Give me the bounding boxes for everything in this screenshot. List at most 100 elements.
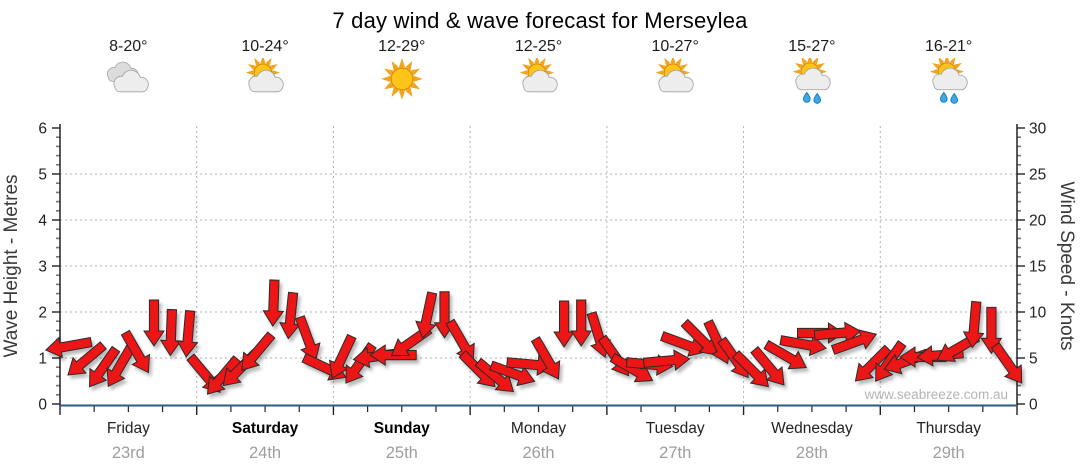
weather-icon-sunny xyxy=(380,58,423,100)
wind-arrow xyxy=(980,306,1003,355)
day-date-label: 24th xyxy=(249,444,281,462)
forecast-days-row: 8-20° 10-24° 12-29° 12-25° 10-27° 15-27° 16-21… xyxy=(0,0,1080,120)
wind-arrow xyxy=(279,291,301,340)
day-name-label: Wednesday xyxy=(771,420,853,437)
left-tick-label: 0 xyxy=(38,397,47,414)
right-tick-label: 10 xyxy=(1029,305,1047,322)
wind-arrow xyxy=(570,299,593,347)
day-forecast-header: 10-24° xyxy=(217,38,313,109)
day-name-label: Friday xyxy=(107,420,150,437)
day-date-label: 25th xyxy=(386,444,418,462)
day-forecast-header: 8-20° xyxy=(80,38,176,109)
left-tick-label: 4 xyxy=(38,213,47,230)
weather-icon-box xyxy=(650,55,700,104)
cloud-shape xyxy=(113,69,150,93)
day-forecast-header: 15-27° xyxy=(764,38,860,109)
day-name-label: Saturday xyxy=(232,420,299,437)
day-labels: Friday 23rd Saturday 24th Sunday 25th Monday 26… xyxy=(107,420,981,462)
right-tick-label: 20 xyxy=(1029,213,1047,230)
right-tick-label: 15 xyxy=(1029,259,1046,276)
weather-icon-box xyxy=(377,58,427,104)
day-forecast-header: 16-21° xyxy=(901,38,997,109)
watermark: www.seabreeze.com.au xyxy=(864,387,1008,402)
left-tick-label: 3 xyxy=(38,259,47,276)
weather-icon-box xyxy=(240,55,290,104)
weather-icon-partly-cloudy-rain xyxy=(792,54,831,104)
day-date-label: 29th xyxy=(933,444,965,462)
day-name-label: Tuesday xyxy=(646,420,705,437)
wind-arrow xyxy=(241,331,276,371)
left-tick-label: 1 xyxy=(38,351,47,368)
weather-icon-box xyxy=(514,55,564,104)
wind-arrow xyxy=(530,336,561,380)
temperature-range: 16-21° xyxy=(924,38,973,55)
wind-arrows xyxy=(44,279,1023,395)
wind-arrow xyxy=(990,342,1023,384)
day-name-label: Thursday xyxy=(916,420,981,437)
weather-icon-box xyxy=(924,54,974,104)
wind-arrow xyxy=(143,299,165,347)
cloud-shape xyxy=(795,67,831,91)
wind-arrow xyxy=(176,310,199,358)
weather-icon-partly-cloudy-rain xyxy=(929,54,968,104)
wind-arrow xyxy=(642,349,691,372)
wind-arrow xyxy=(88,345,121,388)
temperature-range: 12-29° xyxy=(378,38,426,55)
raindrop-shape xyxy=(939,91,948,103)
temperature-range: 10-24° xyxy=(241,38,289,55)
wind-arrow xyxy=(750,346,785,386)
weather-icon-cloudy xyxy=(107,61,150,93)
right-axis-title: Wind Speed - Knots xyxy=(1056,182,1077,351)
wind-arrow xyxy=(262,279,285,327)
axis-lines xyxy=(59,124,1018,407)
sun-core xyxy=(390,67,414,91)
day-name-label: Monday xyxy=(511,420,566,437)
day-date-label: 27th xyxy=(659,444,691,462)
wind-arrow xyxy=(206,355,242,395)
day-forecast-header: 12-25° xyxy=(491,38,587,109)
cloud-shape xyxy=(658,69,694,93)
wind-arrow xyxy=(415,291,438,339)
temperature-range: 10-27° xyxy=(651,38,699,55)
tick-labels: 0 1 2 3 4 5 6 0 5 10 15 20 25 30 xyxy=(38,121,1046,414)
wind-arrow xyxy=(731,350,770,388)
weather-icon-partly-cloudy xyxy=(655,55,694,93)
wind-arrow xyxy=(67,341,107,376)
wind-arrow xyxy=(962,300,985,349)
day-name-label: Sunday xyxy=(374,420,430,437)
wind-arrow xyxy=(445,318,475,363)
cloud-shape xyxy=(521,69,558,93)
left-tick-label: 6 xyxy=(38,121,47,138)
day-date-label: 28th xyxy=(796,444,828,462)
day-forecast-header: 10-27° xyxy=(627,38,723,109)
temperature-range: 8-20° xyxy=(109,38,148,55)
day-date-label: 23rd xyxy=(112,444,145,462)
raindrop-shape xyxy=(949,92,958,104)
day-forecast-header: 12-29° xyxy=(354,38,450,109)
cloud-shape xyxy=(248,69,284,93)
wind-arrow xyxy=(120,329,151,374)
sun-rays xyxy=(380,58,423,100)
right-tick-label: 5 xyxy=(1029,351,1038,368)
weather-icon-partly-cloudy xyxy=(245,55,284,93)
cloud-shape xyxy=(932,67,968,91)
wind-arrow xyxy=(763,339,807,370)
wind-arrow xyxy=(553,300,576,348)
right-tick-label: 0 xyxy=(1029,397,1038,414)
temperature-range: 15-27° xyxy=(788,38,836,55)
day-date-label: 26th xyxy=(522,444,554,462)
right-tick-label: 25 xyxy=(1029,167,1046,184)
weather-icon-partly-cloudy xyxy=(519,55,558,93)
raindrop-shape xyxy=(802,91,811,103)
wind-arrow xyxy=(294,315,321,362)
left-tick-label: 2 xyxy=(38,305,47,322)
wind-arrow xyxy=(44,336,93,359)
weather-icon-box xyxy=(103,58,153,104)
temperature-range: 12-25° xyxy=(514,38,563,55)
wind-arrow xyxy=(854,344,892,382)
raindrop-shape xyxy=(813,92,821,104)
page-title: 7 day wind & wave forecast for Merseylea xyxy=(332,8,748,33)
left-tick-label: 5 xyxy=(38,167,47,184)
left-axis-title: Wave Height - Metres xyxy=(1,174,22,357)
